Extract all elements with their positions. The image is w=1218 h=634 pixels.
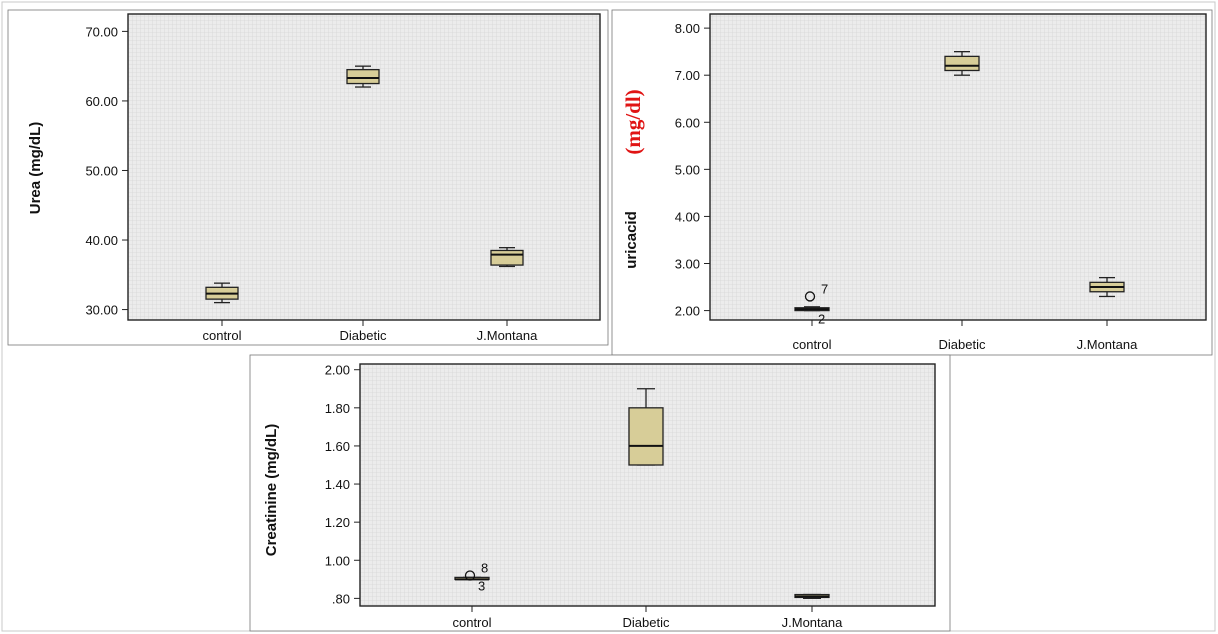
urea-y-tick-label: 60.00: [85, 94, 118, 109]
creatinine-x-tick-label: control: [452, 615, 491, 630]
creatinine-y-tick-label: 1.00: [325, 553, 350, 568]
uricacid-iqr-box: [944, 55, 980, 72]
creatinine-y-tick-label: 2.00: [325, 363, 350, 378]
creatinine-y-tick-label: 1.60: [325, 439, 350, 454]
uricacid-y-tick-label: 7.00: [675, 68, 700, 83]
uricacid-y-axis-title: uricacid: [623, 211, 640, 269]
uricacid-outlier-marker: [804, 291, 816, 302]
uricacid-y-tick-label: 4.00: [675, 209, 700, 224]
uricacid-x-tick-label: Diabetic: [939, 337, 986, 352]
creatinine-y-tick-label: 1.80: [325, 401, 350, 416]
creatinine-iqr-box: [628, 407, 664, 466]
urea-y-axis-title: Urea (mg/dL): [27, 122, 44, 215]
uricacid-outlier-label: 7: [821, 281, 828, 296]
creatinine-y-tick-label: .80: [332, 591, 350, 606]
urea-iqr-box: [346, 68, 380, 85]
uricacid-outlier-label: 2: [818, 311, 825, 326]
uricacid-box-diabetic: [944, 51, 980, 76]
urea-y-tick-label: 40.00: [85, 233, 118, 248]
urea-y-tick-label: 30.00: [85, 303, 118, 318]
creatinine-box-j-montana: [794, 593, 830, 600]
urea-x-tick-label: J.Montana: [477, 328, 538, 343]
creatinine-outlier-label: 8: [481, 561, 488, 576]
urea-x-tick-label: control: [202, 328, 241, 343]
creatinine-x-tick-label: Diabetic: [623, 615, 670, 630]
creatinine-chart: .80 1.00 1.20 1.40 1.60 1.80 2.00 control Diabet…: [325, 363, 936, 630]
uricacid-chart: 2.00 3.00 4.00 5.00 6.00 7.00 8.00 control Diabe…: [675, 13, 1207, 352]
creatinine-y-tick-label: 1.20: [325, 515, 350, 530]
creatinine-y-tick-label: 1.40: [325, 477, 350, 492]
uricacid-y-tick-label: 3.00: [675, 257, 700, 272]
uricacid-x-tick-label: control: [792, 337, 831, 352]
creatinine-y-axis-title: Creatinine (mg/dL): [263, 424, 280, 557]
urea-y-tick-label: 50.00: [85, 163, 118, 178]
urea-box-j-montana: [490, 247, 524, 268]
creatinine-x-tick-label: J.Montana: [782, 615, 843, 630]
urea-y-tick-label: 70.00: [85, 24, 118, 39]
uricacid-box-control: 72: [794, 281, 830, 326]
creatinine-outlier-label: 3: [478, 578, 485, 593]
urea-chart: 30.00 40.00 50.00 60.00 70.00 control Diabetic…: [85, 13, 601, 343]
creatinine-box-diabetic: [628, 388, 664, 466]
creatinine-plot-frame: [359, 363, 936, 607]
creatinine-box-control: 83: [454, 561, 490, 593]
uricacid-plot-frame: [709, 13, 1207, 321]
uricacid-y-tick-label: 8.00: [675, 21, 700, 36]
uricacid-y-axis-unit: (mg/dl): [621, 89, 645, 154]
urea-x-tick-label: Diabetic: [340, 328, 387, 343]
urea-box-diabetic: [346, 65, 380, 88]
urea-iqr-box: [490, 249, 524, 266]
creatinine-plot-area: [360, 364, 935, 606]
urea-plot-area: [128, 14, 600, 320]
uricacid-y-tick-label: 6.00: [675, 115, 700, 130]
uricacid-y-tick-label: 5.00: [675, 162, 700, 177]
urea-box-control: [205, 282, 239, 304]
uricacid-y-tick-label: 2.00: [675, 304, 700, 319]
uricacid-box-j-montana: [1089, 276, 1125, 298]
creatinine-outlier-marker: [464, 570, 476, 581]
uricacid-x-tick-label: J.Montana: [1077, 337, 1138, 352]
urea-plot-frame: [127, 13, 601, 321]
